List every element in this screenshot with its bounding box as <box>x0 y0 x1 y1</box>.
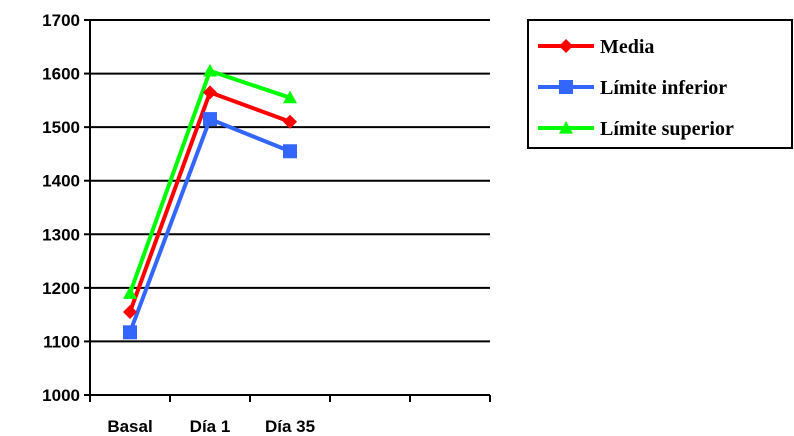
y-tick-label: 1400 <box>42 172 80 191</box>
y-tick-label: 1000 <box>42 386 80 405</box>
data-point <box>203 63 217 77</box>
legend: Media Límite inferior Límite superior <box>527 19 793 149</box>
axes: 1000 1100 1200 1300 1400 1500 1600 1700 Basal Día… <box>42 11 491 436</box>
legend-label: Límite superior <box>600 118 734 140</box>
legend-marker <box>559 80 573 94</box>
y-tick-label: 1500 <box>42 118 80 137</box>
data-point <box>123 286 137 299</box>
y-tick-label: 1600 <box>42 65 80 84</box>
legend-marker <box>559 121 573 134</box>
legend-marker <box>559 39 573 53</box>
y-tick-label: 1200 <box>42 279 80 298</box>
y-tick-label: 1300 <box>42 225 80 244</box>
legend-label: Límite inferior <box>600 77 727 99</box>
series-group <box>123 63 297 340</box>
x-tick-label: Día 35 <box>265 417 315 436</box>
data-point <box>203 112 217 127</box>
data-point <box>283 144 297 159</box>
data-point <box>123 325 137 340</box>
data-point <box>283 114 297 129</box>
data-point <box>203 85 217 100</box>
series-line <box>128 68 291 294</box>
data-point <box>283 90 297 104</box>
gridlines <box>90 19 490 343</box>
x-tick-label: Día 1 <box>190 417 231 436</box>
y-tick-label: 1100 <box>43 332 80 351</box>
y-tick-label: 1700 <box>42 11 80 30</box>
x-tick-label: Basal <box>107 417 152 436</box>
data-point <box>123 304 137 319</box>
legend-label: Media <box>600 36 654 58</box>
